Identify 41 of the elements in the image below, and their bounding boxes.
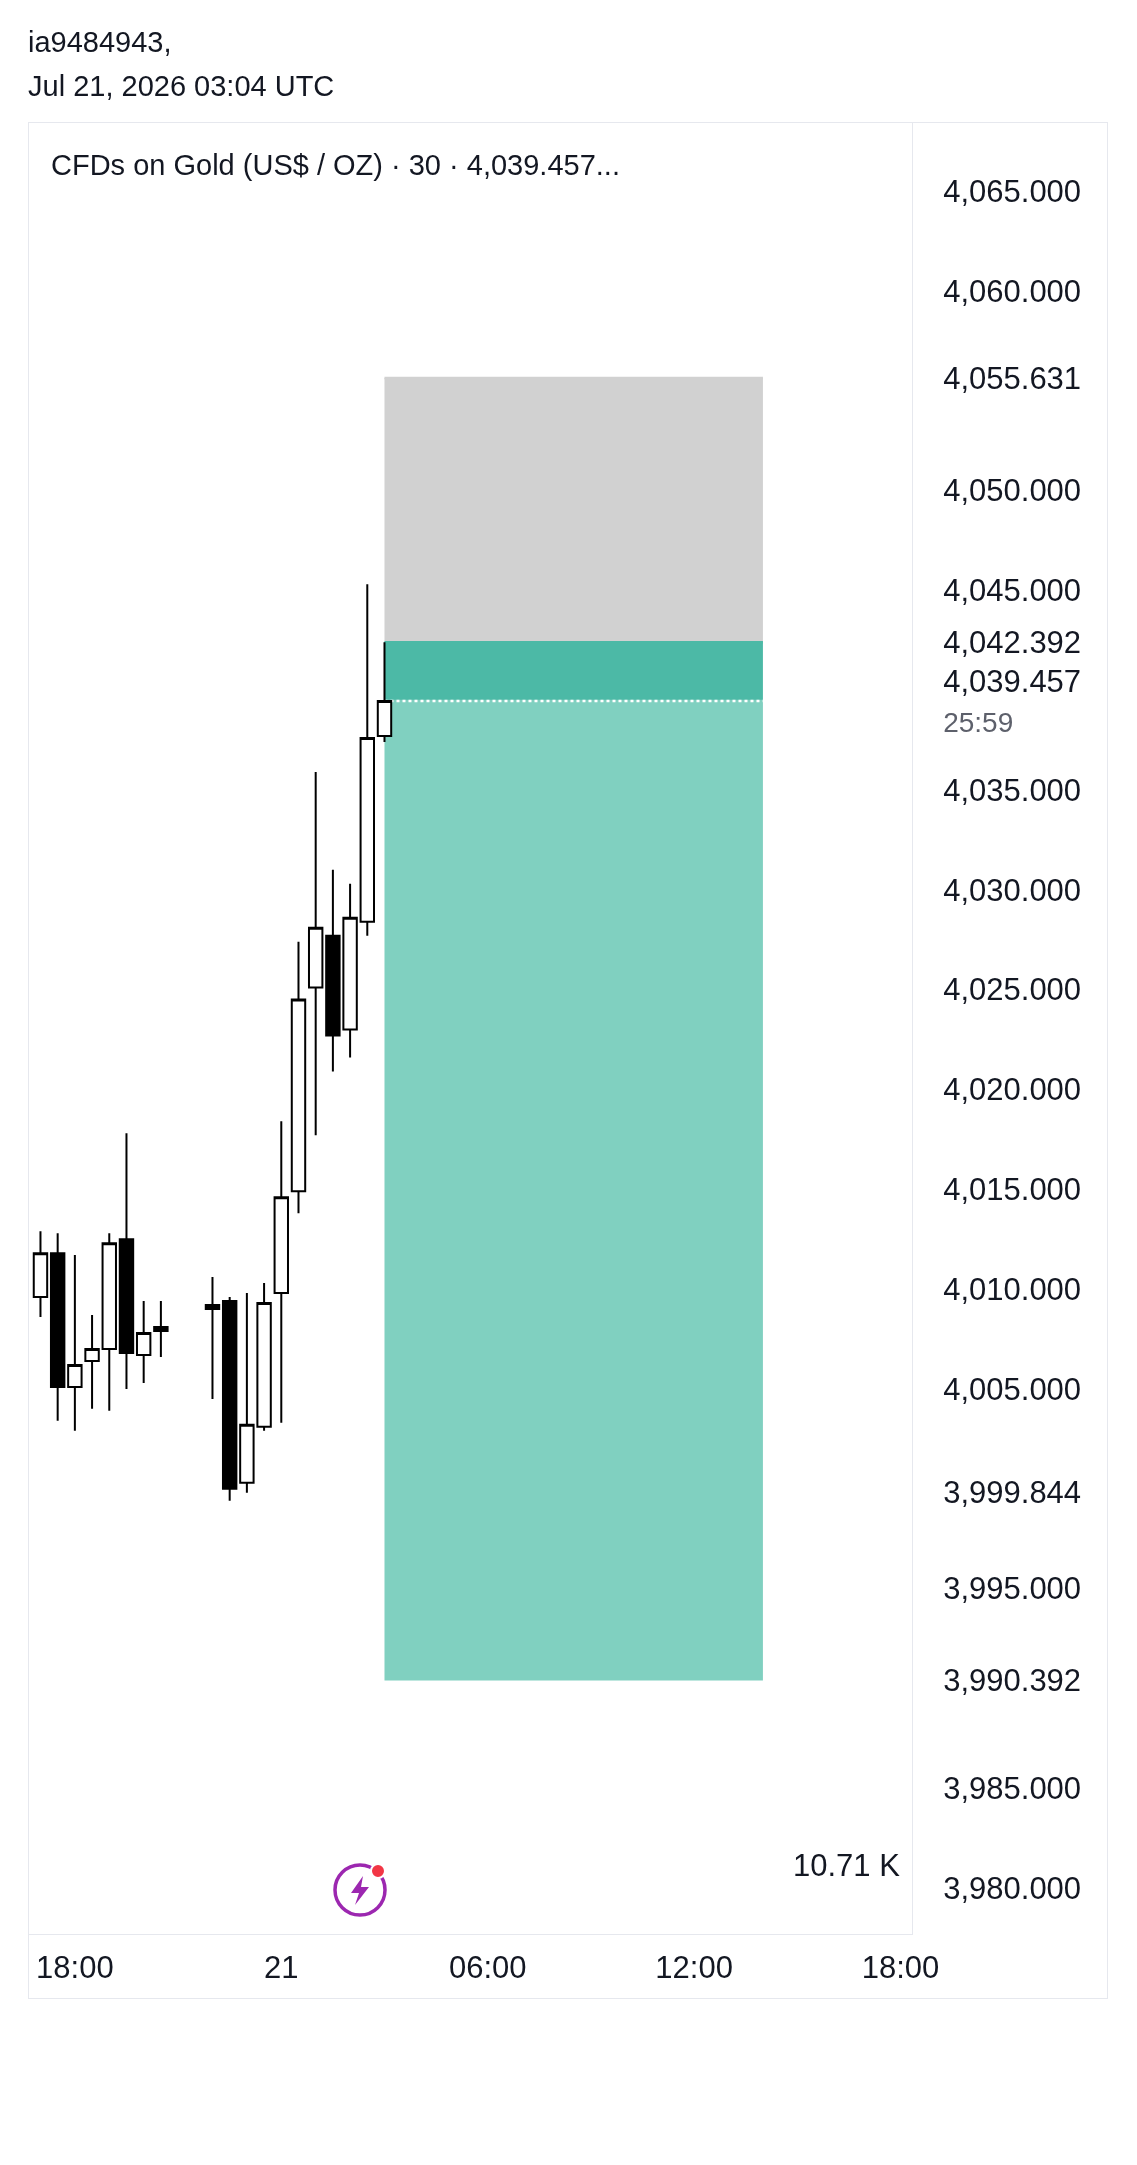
text: CFDs on Gold (US$ / OZ) · 30 · 4,039.457... (51, 149, 620, 182)
y-tick-label: 4,042.392 (943, 625, 1082, 661)
y-tick-label: 4,060.000 (943, 273, 1082, 309)
x-tick-label: 12:00 (655, 1950, 733, 1986)
y-tick-label: 4,015.000 (943, 1172, 1082, 1208)
y-tick-label: 3,999.844 (943, 1474, 1082, 1510)
candlestick (273, 1120, 289, 1424)
x-tick-label: 18:00 (861, 1950, 940, 1986)
annotation: 10.71 K (793, 1848, 901, 1883)
y-tick-label: 3,985.000 (943, 1771, 1082, 1807)
candlestick (32, 1230, 49, 1319)
x-tick-label: 18:00 (36, 1950, 114, 1986)
candlestick (49, 1232, 66, 1422)
candlestick (359, 583, 375, 937)
candlestick (153, 1300, 169, 1358)
y-tick-label: 3,980.000 (943, 1870, 1082, 1906)
y-tick-label: 4,050.000 (943, 473, 1082, 509)
candlestick (221, 1296, 238, 1502)
y-tick-label: 3,995.000 (943, 1571, 1082, 1607)
chart-subtitle: ia9484943, Jul 21, 2026 03:04 UTC (28, 25, 335, 104)
y-tick-label: 3,990.392 (943, 1663, 1082, 1699)
candlestick (101, 1232, 117, 1412)
x-tick-label: 21 (264, 1950, 299, 1986)
candlestick (67, 1254, 83, 1432)
candlestick (307, 770, 324, 1137)
y-tick-label: 4,035.000 (943, 772, 1082, 808)
candlestick (84, 1314, 100, 1410)
candlestick (290, 940, 307, 1215)
y-tick-label: 4,010.000 (943, 1271, 1082, 1307)
y-tick-label: 4,039.457 25:59 (943, 663, 1082, 738)
y-tick-label: 4,020.000 (943, 1072, 1082, 1108)
y-tick-label: 4,025.000 (943, 972, 1082, 1008)
y-tick-label: 4,065.000 (943, 173, 1082, 209)
y-tick-label: 4,045.000 (943, 573, 1082, 609)
y-tick-label: 4,055.631 (943, 360, 1082, 396)
candlestick (135, 1300, 152, 1384)
y-tick-label: 4,005.000 (943, 1371, 1082, 1407)
candlestick (204, 1276, 221, 1400)
x-tick-label: 06:00 (448, 1950, 527, 1986)
y-tick-label: 4,030.000 (943, 872, 1082, 908)
candlestick (118, 1132, 135, 1390)
